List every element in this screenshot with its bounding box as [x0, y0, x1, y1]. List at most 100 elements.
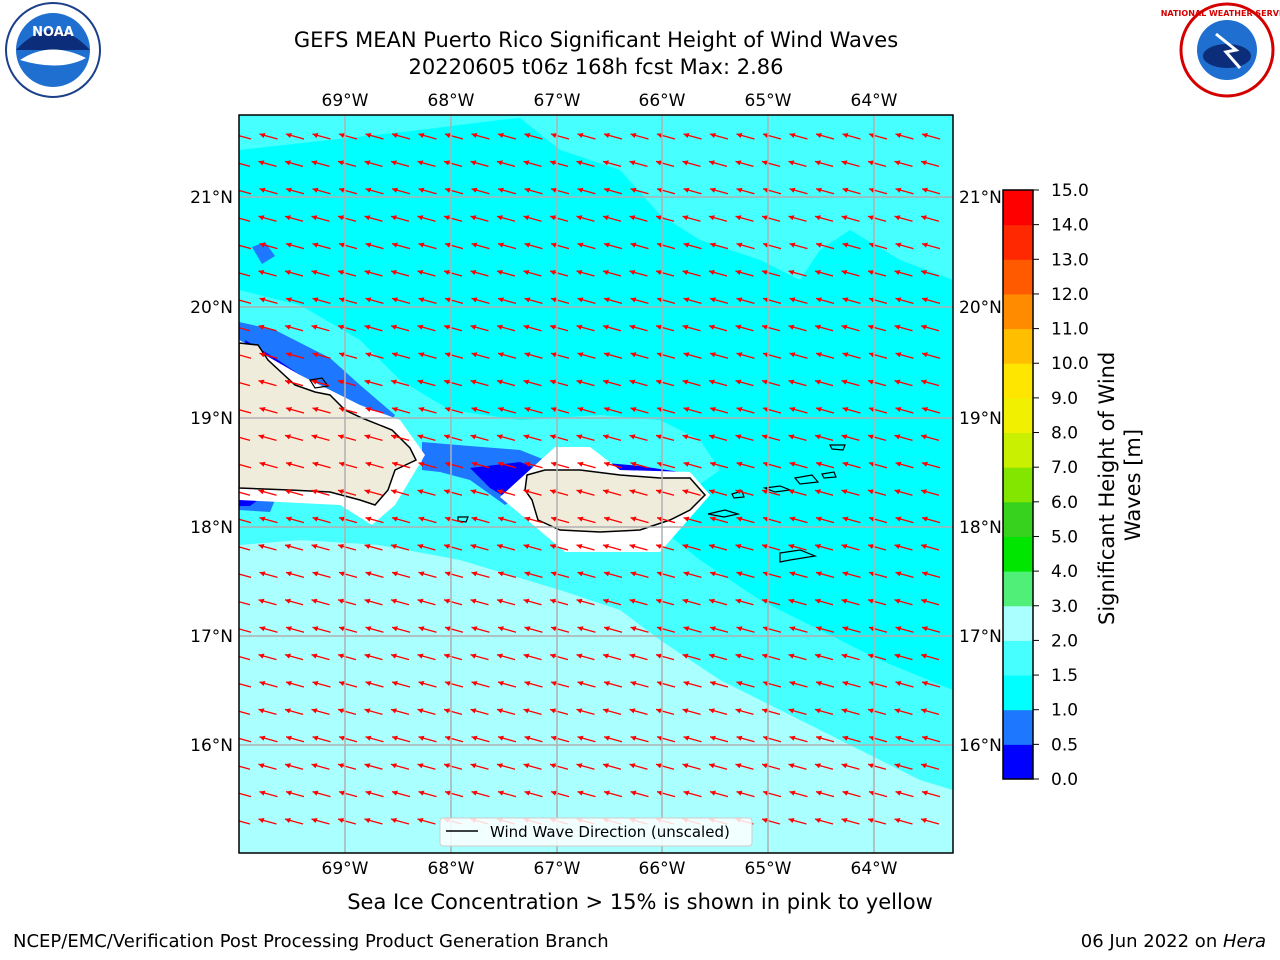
wave-direction-arrow — [470, 544, 489, 551]
wave-direction-arrow — [338, 407, 358, 414]
lat-label: 17°N — [959, 627, 1002, 647]
lat-label: 18°N — [190, 518, 233, 538]
lon-label: 65°W — [745, 91, 792, 111]
colorbar-tick-label: 6.0 — [1051, 493, 1078, 513]
wave-direction-arrow — [444, 735, 464, 743]
wave-direction-arrow — [418, 790, 437, 798]
wave-direction-arrow — [788, 270, 807, 277]
wave-direction-arrow — [550, 516, 570, 524]
wave-direction-arrow — [735, 708, 754, 716]
wave-direction-arrow — [842, 461, 861, 469]
wave-direction-arrow — [682, 379, 701, 387]
wave-direction-arrow — [365, 626, 384, 633]
wave-direction-arrow — [841, 434, 860, 442]
wave-direction-arrow — [497, 242, 517, 250]
wave-direction-arrow — [842, 516, 861, 524]
wave-direction-arrow — [576, 489, 595, 496]
wave-direction-arrow — [867, 270, 887, 277]
wave-direction-arrow — [337, 598, 357, 606]
wave-direction-arrow — [682, 489, 701, 496]
wave-direction-arrow — [470, 598, 489, 606]
wave-direction-arrow — [364, 818, 383, 825]
wave-direction-arrow — [815, 297, 835, 305]
colorbar-segment — [1003, 397, 1033, 434]
colorbar-tick-label: 15.0 — [1051, 181, 1089, 201]
wave-direction-arrow — [602, 270, 622, 277]
wave-direction-arrow — [258, 763, 277, 770]
wave-direction-arrow — [337, 818, 357, 825]
wave-direction-arrow — [496, 324, 516, 332]
wave-direction-arrow — [736, 461, 755, 469]
wave-direction-arrow — [417, 708, 436, 716]
wave-direction-arrow — [894, 379, 913, 387]
wave-direction-arrow — [788, 434, 807, 442]
wave-direction-arrow — [761, 818, 781, 825]
wave-direction-arrow — [497, 790, 517, 798]
wave-direction-arrow — [239, 244, 252, 250]
wave-direction-arrow — [814, 598, 834, 606]
wave-direction-arrow — [312, 626, 331, 633]
wave-direction-arrow — [603, 242, 623, 250]
wave-direction-arrow — [630, 133, 649, 140]
arrow-legend: Wind Wave Direction (unscaled) — [439, 817, 753, 847]
wave-direction-arrow — [443, 489, 463, 496]
wave-direction-arrow — [921, 461, 941, 469]
wave-direction-arrow — [365, 187, 384, 195]
wave-direction-arrow — [603, 133, 623, 140]
wave-direction-arrow — [629, 434, 648, 442]
colorbar-tick-label: 5.0 — [1051, 527, 1078, 547]
wave-direction-arrow — [894, 160, 913, 168]
wave-direction-arrow — [258, 160, 277, 168]
colorbar-segment — [1003, 224, 1033, 260]
wave-direction-arrow — [391, 790, 411, 798]
wave-direction-arrow — [364, 763, 383, 770]
wave-direction-arrow — [789, 133, 808, 140]
wave-direction-arrow — [629, 708, 648, 716]
wave-direction-arrow — [709, 626, 729, 633]
wave-direction-arrow — [683, 297, 702, 305]
wave-direction-arrow — [789, 352, 808, 359]
wave-direction-arrow — [284, 653, 304, 661]
wave-direction-arrow — [364, 160, 383, 168]
wave-direction-arrow — [258, 653, 277, 661]
wave-direction-arrow — [471, 242, 490, 250]
lat-label: 21°N — [959, 188, 1002, 208]
map-title: GEFS MEAN Puerto Rico Significant Height… — [293, 28, 899, 52]
wave-direction-arrow — [629, 763, 648, 770]
wave-direction-arrow — [735, 544, 754, 551]
wave-direction-arrow — [815, 407, 835, 414]
wave-direction-arrow — [312, 297, 331, 305]
wave-direction-arrow — [761, 544, 781, 551]
lon-label: 67°W — [534, 91, 581, 111]
wave-direction-arrow — [390, 270, 410, 277]
wave-direction-arrow — [239, 217, 251, 222]
wave-direction-arrow — [655, 215, 675, 222]
wave-direction-arrow — [391, 571, 411, 579]
colorbar-segment — [1003, 536, 1033, 572]
wave-direction-arrow — [708, 215, 728, 222]
wave-direction-arrow — [655, 379, 675, 387]
wave-direction-arrow — [285, 735, 305, 743]
wave-direction-arrow — [312, 407, 331, 414]
footer-date-text: 06 Jun 2022 on — [1080, 931, 1223, 952]
wave-direction-arrow — [602, 653, 622, 661]
wave-direction-arrow — [524, 187, 543, 195]
wave-direction-arrow — [496, 708, 516, 716]
wave-direction-arrow — [239, 381, 251, 387]
wave-direction-arrow — [629, 544, 648, 551]
wave-direction-arrow — [789, 516, 808, 524]
wave-direction-arrow — [788, 489, 807, 496]
wave-direction-arrow — [576, 653, 595, 661]
wave-direction-arrow — [683, 681, 702, 688]
wave-direction-arrow — [603, 187, 623, 195]
wave-direction-arrow — [337, 763, 357, 770]
wave-direction-arrow — [842, 735, 861, 743]
wave-direction-arrow — [920, 160, 940, 168]
wave-direction-arrow — [471, 516, 490, 524]
wave-direction-arrow — [576, 270, 595, 277]
wave-direction-arrow — [549, 544, 569, 551]
wave-direction-arrow — [311, 708, 330, 716]
wave-direction-arrow — [735, 324, 754, 332]
wave-direction-arrow — [444, 461, 464, 469]
